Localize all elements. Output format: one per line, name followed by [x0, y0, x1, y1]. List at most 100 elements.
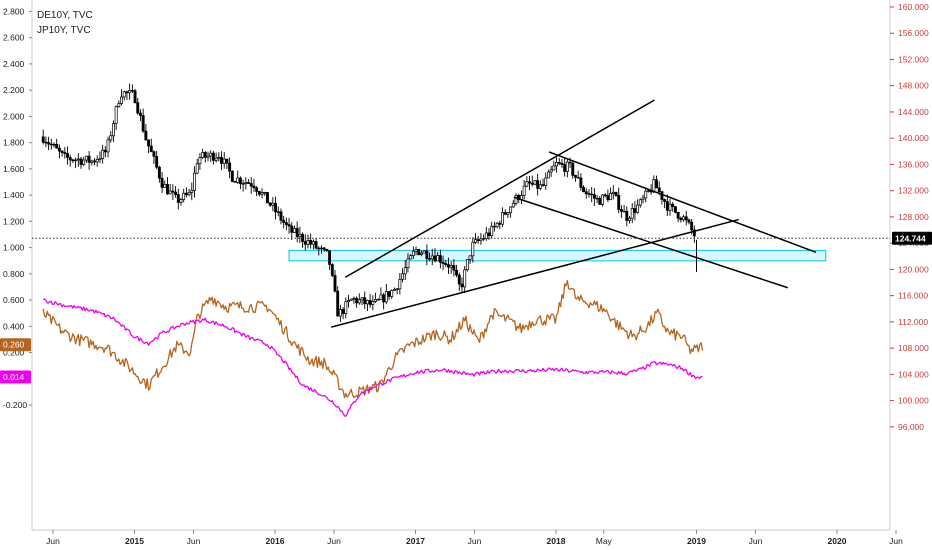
candle-body	[209, 152, 213, 157]
candle-body	[160, 177, 164, 188]
trendline[interactable]	[513, 196, 789, 289]
right-tick-label: 152.000	[898, 54, 929, 64]
candle-body	[682, 216, 685, 221]
candle-body	[360, 297, 364, 301]
trendline[interactable]	[344, 99, 655, 278]
candle-body	[255, 187, 259, 192]
candle-body	[184, 192, 188, 196]
candle-body	[111, 123, 115, 137]
candle-body	[233, 181, 237, 183]
candle-body	[274, 202, 278, 213]
candle-body	[541, 184, 545, 186]
candle-body	[655, 179, 658, 189]
left-tick-label: 2.600	[3, 33, 25, 43]
candle-body	[595, 197, 599, 200]
candle-body	[157, 166, 161, 179]
candle-body	[676, 212, 680, 219]
candle-body	[525, 181, 529, 187]
candle-body	[114, 106, 118, 124]
candle-body	[606, 195, 610, 201]
candle-body	[128, 90, 132, 94]
candle-body	[314, 241, 318, 249]
candle-body	[203, 152, 207, 158]
trendline[interactable]	[548, 151, 817, 254]
candle-body	[68, 157, 72, 161]
x-tick-label: Jun	[46, 536, 60, 546]
candle-body	[303, 241, 307, 245]
left-tick-label: 1.600	[3, 164, 25, 174]
candle-body	[106, 139, 110, 153]
candle-body	[576, 176, 580, 179]
candle-body	[490, 225, 494, 236]
candle-body	[536, 180, 540, 189]
candle-body	[171, 190, 175, 193]
left-tick-label: 0.400	[3, 321, 25, 331]
candle-body	[374, 299, 377, 302]
candle-body	[546, 171, 550, 179]
candle-body	[74, 159, 78, 162]
candle-body	[457, 274, 461, 285]
candle-body	[587, 193, 591, 195]
x-tick-label: Jun	[468, 536, 482, 546]
support-zone[interactable]	[288, 249, 827, 262]
candle-body	[293, 228, 296, 233]
candle-body	[390, 290, 394, 297]
candle-body	[95, 159, 99, 163]
candle-body	[428, 258, 432, 260]
candle-body	[82, 159, 86, 165]
candle-body	[665, 201, 669, 211]
candle-body	[663, 199, 667, 202]
support-zone-rect[interactable]	[288, 249, 827, 262]
candle-body	[441, 262, 445, 264]
candle-body	[479, 238, 483, 242]
candle-body	[93, 160, 96, 163]
candle-body	[384, 291, 388, 303]
candle-body	[352, 297, 356, 300]
candle-body	[249, 183, 253, 187]
candle-body	[409, 255, 413, 260]
candle-body	[144, 130, 148, 141]
candle-body	[501, 212, 504, 225]
candle-body	[109, 135, 113, 141]
candle-body	[338, 309, 342, 317]
candle-body	[592, 194, 596, 199]
candle-body	[230, 170, 234, 182]
candle-body	[509, 206, 513, 213]
candle-body	[644, 190, 648, 199]
candle-body	[533, 180, 537, 185]
candle-body	[344, 301, 348, 314]
candle-body	[155, 156, 159, 168]
candle-body	[471, 241, 475, 257]
candle-body	[225, 158, 229, 164]
candle-body	[522, 185, 526, 196]
value-badges: 0.260 0.014 124.744	[0, 231, 932, 384]
candle-body	[306, 240, 310, 245]
de10y-line	[42, 280, 704, 399]
right-tick-label: 148.000	[898, 81, 929, 91]
candle-body	[447, 264, 450, 268]
candle-body	[406, 258, 410, 269]
trendlines[interactable]	[331, 99, 817, 328]
candle-body	[636, 204, 640, 213]
candle-body	[268, 202, 272, 206]
candle-body	[214, 157, 218, 161]
candle-body	[163, 184, 167, 188]
candle-body	[206, 155, 210, 158]
candle-body	[60, 150, 64, 153]
candle-body	[420, 252, 423, 256]
trendline[interactable]	[331, 218, 739, 328]
candle-body	[476, 239, 480, 242]
candle-body	[136, 102, 140, 114]
candle-body	[657, 187, 661, 192]
candle-body	[422, 250, 426, 254]
candle-body	[365, 300, 369, 305]
candle-body	[387, 291, 391, 297]
right-tick-label: 140.000	[898, 133, 929, 143]
candle-body	[63, 152, 67, 154]
candle-body	[590, 193, 594, 196]
candle-body	[565, 161, 569, 172]
legend: DE10Y, TVC JP10Y, TVC	[37, 10, 93, 36]
candle-body	[574, 174, 577, 178]
candle-body	[87, 155, 91, 163]
